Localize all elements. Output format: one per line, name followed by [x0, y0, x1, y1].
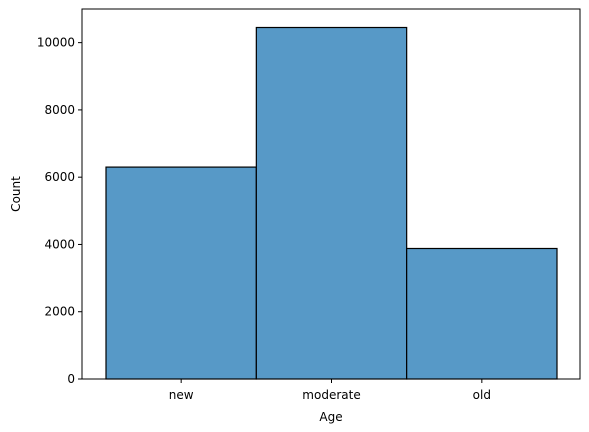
bar-new: [105, 166, 257, 380]
x-tick-label-new: new: [169, 388, 194, 402]
y-axis-ticks: 0 2000 4000 6000 8000 10000: [37, 36, 82, 386]
x-tick-label-moderate: moderate: [302, 388, 360, 402]
x-axis-label: Age: [319, 410, 342, 424]
bar-old: [406, 247, 558, 380]
x-axis-ticks: new moderate old: [169, 379, 491, 402]
y-tick-label: 2000: [44, 305, 75, 319]
y-tick-label: 8000: [44, 103, 75, 117]
bar-moderate: [255, 26, 408, 380]
y-tick-label: 4000: [44, 237, 75, 251]
y-axis-label: Count: [9, 176, 23, 212]
x-tick-label-old: old: [473, 388, 491, 402]
y-tick-label: 10000: [37, 36, 75, 50]
y-tick-label: 0: [67, 372, 75, 386]
bars-group: [105, 26, 558, 380]
y-tick-label: 6000: [44, 170, 75, 184]
